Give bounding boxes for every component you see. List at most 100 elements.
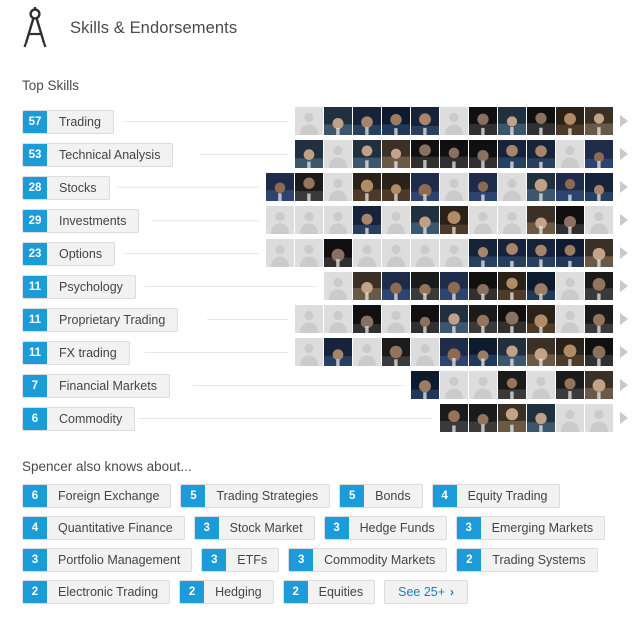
skill-pill[interactable]: 28 Stocks (22, 175, 110, 200)
also-knows-pill[interactable]: 2 Electronic Trading (22, 580, 171, 604)
avatar[interactable] (411, 338, 439, 366)
avatar[interactable] (411, 272, 439, 300)
avatar[interactable] (498, 404, 526, 432)
avatar[interactable] (382, 140, 410, 168)
avatar[interactable] (382, 305, 410, 333)
also-knows-pill[interactable]: 3 Stock Market (193, 516, 315, 540)
avatar[interactable] (527, 404, 555, 432)
avatar[interactable] (324, 272, 352, 300)
avatar[interactable] (469, 173, 497, 201)
also-knows-pill[interactable]: 6 Foreign Exchange (22, 484, 172, 508)
avatar[interactable] (440, 206, 468, 234)
avatar[interactable] (440, 404, 468, 432)
chevron-right-icon[interactable] (613, 305, 635, 333)
avatar[interactable] (498, 140, 526, 168)
avatar[interactable] (411, 206, 439, 234)
avatar[interactable] (411, 305, 439, 333)
avatar[interactable] (498, 272, 526, 300)
avatar[interactable] (353, 173, 381, 201)
avatar[interactable] (266, 239, 294, 267)
avatar[interactable] (295, 173, 323, 201)
avatar[interactable] (556, 371, 584, 399)
chevron-right-icon[interactable] (613, 140, 635, 168)
avatar[interactable] (353, 239, 381, 267)
chevron-right-icon[interactable] (613, 239, 635, 267)
avatar[interactable] (585, 338, 613, 366)
skill-pill[interactable]: 29 Investments (22, 208, 140, 233)
avatar[interactable] (411, 140, 439, 168)
avatar[interactable] (353, 206, 381, 234)
avatar[interactable] (324, 338, 352, 366)
avatar[interactable] (585, 206, 613, 234)
avatar[interactable] (556, 173, 584, 201)
avatar[interactable] (469, 371, 497, 399)
avatar[interactable] (411, 173, 439, 201)
avatar[interactable] (527, 140, 555, 168)
also-knows-pill[interactable]: 4 Quantitative Finance (22, 516, 185, 540)
avatar[interactable] (469, 206, 497, 234)
avatar[interactable] (556, 404, 584, 432)
avatar[interactable] (411, 107, 439, 135)
also-knows-pill[interactable]: 3 Commodity Markets (288, 548, 448, 572)
skill-pill[interactable]: 57 Trading (22, 109, 114, 134)
chevron-right-icon[interactable] (613, 107, 635, 135)
chevron-right-icon[interactable] (613, 272, 635, 300)
also-knows-pill[interactable]: 2 Equities (282, 580, 376, 604)
avatar[interactable] (498, 107, 526, 135)
avatar[interactable] (266, 173, 294, 201)
avatar[interactable] (469, 404, 497, 432)
avatar[interactable] (382, 173, 410, 201)
avatar[interactable] (411, 239, 439, 267)
also-knows-pill[interactable]: 2 Trading Systems (456, 548, 598, 572)
avatar[interactable] (382, 239, 410, 267)
avatar[interactable] (527, 206, 555, 234)
avatar[interactable] (440, 371, 468, 399)
avatar[interactable] (440, 338, 468, 366)
avatar[interactable] (556, 239, 584, 267)
skill-pill[interactable]: 6 Commodity (22, 406, 136, 431)
avatar[interactable] (382, 107, 410, 135)
avatar[interactable] (440, 107, 468, 135)
avatar[interactable] (585, 305, 613, 333)
avatar[interactable] (382, 338, 410, 366)
avatar[interactable] (353, 305, 381, 333)
avatar[interactable] (498, 338, 526, 366)
also-knows-pill[interactable]: 4 Equity Trading (431, 484, 560, 508)
avatar[interactable] (324, 140, 352, 168)
avatar[interactable] (295, 107, 323, 135)
avatar[interactable] (527, 272, 555, 300)
avatar[interactable] (440, 239, 468, 267)
also-knows-pill[interactable]: 5 Bonds (339, 484, 423, 508)
skill-pill[interactable]: 11 Proprietary Trading (22, 307, 179, 332)
avatar[interactable] (556, 305, 584, 333)
see-more-button[interactable]: See 25+ › (384, 580, 469, 604)
avatar[interactable] (498, 305, 526, 333)
also-knows-pill[interactable]: 3 Portfolio Management (22, 548, 193, 572)
skill-pill[interactable]: 11 Psychology (22, 274, 136, 299)
avatar[interactable] (556, 107, 584, 135)
also-knows-pill[interactable]: 2 Hedging (179, 580, 274, 604)
skill-pill[interactable]: 23 Options (22, 241, 116, 266)
avatar[interactable] (295, 305, 323, 333)
avatar[interactable] (295, 206, 323, 234)
avatar[interactable] (527, 338, 555, 366)
avatar[interactable] (469, 107, 497, 135)
also-knows-pill[interactable]: 5 Trading Strategies (180, 484, 331, 508)
avatar[interactable] (324, 305, 352, 333)
avatar[interactable] (324, 239, 352, 267)
chevron-right-icon[interactable] (613, 371, 635, 399)
avatar[interactable] (266, 206, 294, 234)
avatar[interactable] (527, 107, 555, 135)
skill-pill[interactable]: 7 Financial Markets (22, 373, 170, 398)
avatar[interactable] (498, 371, 526, 399)
chevron-right-icon[interactable] (613, 206, 635, 234)
avatar[interactable] (527, 371, 555, 399)
avatar[interactable] (440, 173, 468, 201)
avatar[interactable] (324, 173, 352, 201)
avatar[interactable] (585, 272, 613, 300)
avatar[interactable] (585, 239, 613, 267)
chevron-right-icon[interactable] (613, 404, 635, 432)
avatar[interactable] (440, 305, 468, 333)
skill-pill[interactable]: 53 Technical Analysis (22, 142, 174, 167)
avatar[interactable] (295, 338, 323, 366)
